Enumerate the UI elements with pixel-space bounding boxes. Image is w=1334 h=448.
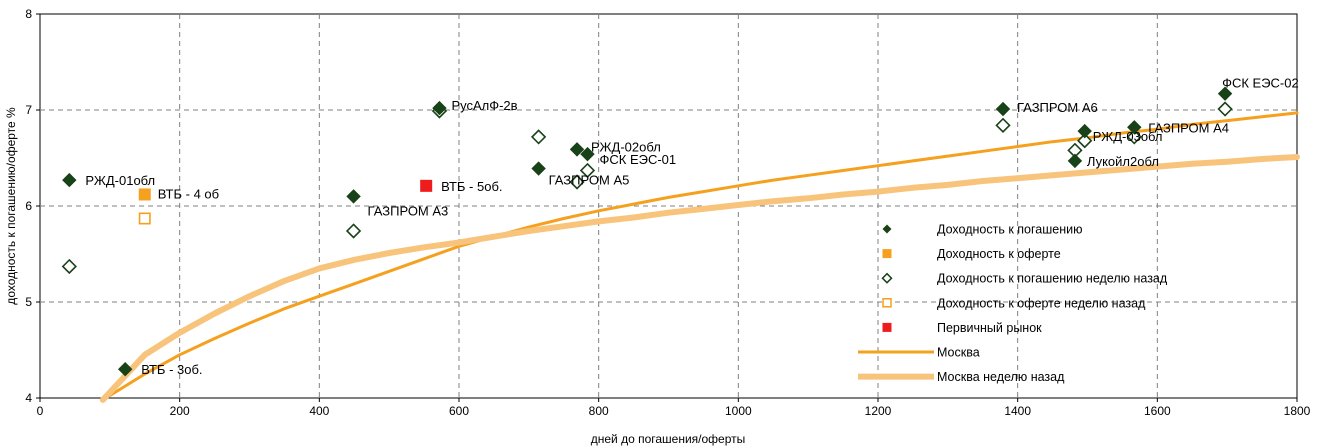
square-open-marker [138,212,151,225]
diamond-open-marker [995,117,1011,133]
point-label: РусАлФ-2в [451,98,517,113]
point-label: РЖД-01обл [85,173,155,188]
x-tick-label: 1000 [725,404,752,418]
point-label: ГАЗПРОМ А4 [1148,120,1229,135]
legend-label: Доходность к оферте [937,247,1061,261]
y-axis-title: доходность к погашению/оферте % [4,107,18,305]
y-tick-label: 7 [25,103,32,117]
diamond-open-marker [1126,129,1142,145]
x-tick-label: 600 [449,404,469,418]
points [61,86,1233,377]
diamond-filled-marker [995,101,1011,117]
diamond-open-marker [569,174,585,190]
legend-swatch [881,272,893,284]
y-tick-label: 4 [25,391,32,405]
diamond-filled-marker [1127,120,1142,135]
diamond-filled-marker [117,361,133,377]
x-tick-label: 200 [170,404,190,418]
legend-swatch [882,224,892,234]
diamond-filled-marker [1077,123,1092,139]
point-label: РЖД-02обл [591,139,661,154]
x-tick-label: 800 [589,404,609,418]
moscow-prev-curve [99,154,1300,403]
legend-label: Москва [937,346,980,360]
curves [99,111,1300,403]
point-label: Лукойл2обл [1087,154,1159,169]
legend-label: Первичный рынок [937,321,1042,335]
diamond-filled-marker [531,161,546,176]
diamond-filled-marker [569,142,585,157]
point-label: ВТБ - 3об. [141,362,202,377]
plot-area [39,13,1298,399]
legend: Доходность к погашению Доходность к оферт… [858,223,1168,384]
point-label: ВТБ - 4 об [158,186,219,201]
diamond-filled-marker [346,189,361,204]
x-axis-ticks: 0 200 400 600 800 1000 1200 1400 1600 1800 [37,398,1311,418]
point-label: ВТБ - 5об. [441,179,502,194]
legend-label: Доходность к погашению [937,223,1082,237]
y-tick-label: 8 [25,7,32,21]
point-label: ФСК ЕЭС-02 [1222,76,1299,91]
diamond-filled-marker [432,100,447,116]
diamond-open-marker [61,258,77,275]
legend-label: Доходность к погашению неделю назад [937,272,1168,286]
moscow-curve [101,111,1299,402]
legend-swatch [882,249,892,259]
point-labels: РЖД-01обл ВТБ - 3об. ГАЗПРОМ А3 РусАлФ-2в ГА… [85,76,1298,378]
y-tick-label: 5 [25,295,32,309]
point-label: ГАЗПРОМ А6 [1017,100,1098,115]
point-label: РЖД-03обл [1093,129,1163,144]
legend-label: Доходность к оферте неделю назад [937,296,1146,310]
diamond-open-marker [345,223,362,239]
diamond-open-marker [1217,101,1233,117]
y-tick-label: 6 [25,199,32,213]
x-tick-label: 1200 [865,404,892,418]
square-filled-red-marker [420,179,433,192]
x-tick-label: 1800 [1284,404,1311,418]
diamond-open-marker [1077,133,1093,149]
x-tick-label: 400 [309,404,329,418]
point-label: ГАЗПРОМ А3 [368,203,449,218]
legend-swatch [882,298,892,308]
diamond-open-marker [579,162,596,179]
diamond-open-marker [530,129,547,145]
legend-label: Москва неделю назад [937,370,1065,384]
point-label: ФСК ЕЭС-01 [599,152,676,167]
diamond-filled-marker [1217,86,1233,101]
x-tick-label: 0 [37,404,44,418]
diamond-filled-marker [1067,153,1083,169]
diamond-filled-marker [62,172,77,188]
legend-swatch [882,322,892,332]
x-axis-title: дней до погашения/оферты [591,432,746,446]
square-filled-marker [138,188,151,201]
x-tick-label: 1600 [1144,404,1171,418]
y-axis-ticks: 4 5 6 7 8 [25,7,40,405]
x-tick-label: 1400 [1004,404,1031,418]
point-label: ГАЗПРОМ А5 [549,173,630,188]
diamond-filled-marker [580,146,595,162]
